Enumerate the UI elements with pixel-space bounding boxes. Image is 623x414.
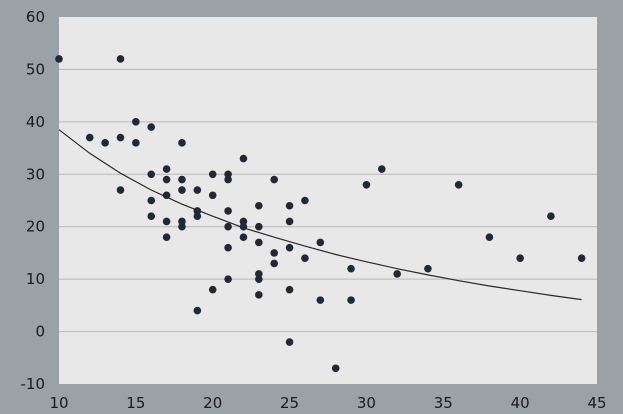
- data-point: [193, 306, 202, 315]
- data-point: [239, 222, 248, 231]
- data-point: [178, 222, 186, 231]
- data-point: [485, 233, 494, 241]
- data-point: [239, 233, 248, 241]
- data-point: [547, 212, 555, 221]
- data-point: [454, 180, 463, 189]
- data-point: [239, 154, 248, 163]
- data-point: [393, 270, 401, 278]
- y-tick-label: 30: [26, 165, 45, 183]
- data-point: [270, 175, 279, 184]
- data-point: [224, 175, 232, 184]
- data-point: [208, 191, 217, 200]
- data-point: [147, 123, 156, 131]
- data-point: [178, 175, 186, 184]
- data-point: [255, 201, 263, 210]
- data-point: [424, 264, 432, 273]
- data-point: [301, 254, 309, 262]
- data-point: [55, 55, 63, 63]
- data-point: [162, 233, 171, 241]
- data-point: [224, 275, 232, 283]
- data-point: [224, 207, 232, 215]
- data-point: [162, 175, 171, 184]
- y-tick-label: 0: [35, 323, 45, 341]
- x-tick-label: 45: [587, 394, 606, 412]
- data-point: [193, 186, 202, 194]
- plot-area: [59, 17, 597, 384]
- data-point: [255, 270, 263, 278]
- data-point: [255, 275, 263, 283]
- data-point: [285, 285, 294, 294]
- data-point: [301, 196, 309, 205]
- data-point: [270, 249, 279, 257]
- data-point: [178, 217, 186, 226]
- data-point: [101, 139, 109, 147]
- data-point: [255, 222, 263, 231]
- x-tick-label: 40: [511, 394, 530, 412]
- data-point: [285, 338, 294, 346]
- data-point: [224, 222, 232, 231]
- data-point: [270, 259, 279, 268]
- trend-line: [58, 129, 582, 301]
- data-point: [239, 217, 248, 226]
- y-tick-label: 60: [26, 8, 45, 26]
- x-tick-label: 15: [126, 394, 145, 412]
- data-point: [147, 196, 156, 205]
- data-point: [208, 170, 217, 179]
- x-tick-label: 10: [49, 394, 68, 412]
- data-point: [285, 243, 294, 252]
- data-point: [132, 118, 140, 126]
- x-tick-label: 30: [357, 394, 376, 412]
- data-points: [55, 55, 586, 373]
- y-tick-label: 20: [26, 218, 45, 236]
- data-point: [162, 165, 171, 173]
- data-point: [132, 139, 140, 147]
- y-tick-label: 40: [26, 113, 45, 131]
- data-point: [178, 139, 186, 147]
- data-point: [285, 217, 294, 226]
- data-point: [224, 170, 232, 179]
- data-point: [255, 291, 263, 299]
- data-point: [193, 212, 202, 221]
- data-point: [116, 55, 125, 63]
- data-point: [516, 254, 524, 262]
- x-tick-label: 25: [280, 394, 299, 412]
- data-point: [347, 264, 355, 273]
- y-tick-label: 10: [26, 270, 45, 288]
- data-point: [178, 186, 186, 194]
- data-point: [331, 364, 340, 373]
- data-point: [255, 238, 263, 247]
- data-point: [162, 191, 171, 200]
- y-axis: -10 0 10 20 30 40 50 60: [21, 8, 46, 393]
- data-point: [577, 254, 586, 262]
- y-tick-label: 50: [26, 60, 45, 78]
- data-point: [316, 296, 325, 304]
- data-point: [224, 243, 232, 252]
- data-point: [362, 180, 371, 189]
- x-axis: 10 15 20 25 30 35 40 45: [49, 394, 606, 412]
- data-point: [347, 296, 355, 304]
- data-point: [85, 133, 94, 142]
- data-point: [116, 133, 125, 142]
- data-point: [316, 238, 325, 247]
- data-point: [193, 207, 202, 215]
- data-point: [162, 217, 171, 226]
- data-point: [147, 170, 156, 179]
- data-point: [147, 212, 156, 221]
- x-tick-label: 20: [203, 394, 222, 412]
- y-tick-label: -10: [21, 375, 46, 393]
- data-point: [208, 285, 217, 294]
- x-tick-label: 35: [434, 394, 453, 412]
- data-point: [378, 165, 386, 173]
- data-point: [285, 201, 294, 210]
- data-point: [116, 186, 125, 194]
